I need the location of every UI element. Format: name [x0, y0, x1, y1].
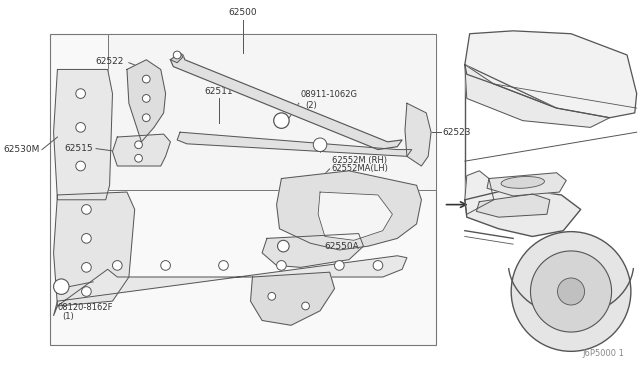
Polygon shape: [405, 103, 431, 166]
Circle shape: [278, 240, 289, 252]
Polygon shape: [262, 234, 364, 267]
Text: N: N: [278, 116, 285, 125]
Circle shape: [134, 141, 143, 149]
Polygon shape: [177, 132, 412, 156]
Circle shape: [276, 261, 286, 270]
Text: (1): (1): [62, 312, 74, 321]
Circle shape: [268, 292, 276, 300]
Circle shape: [76, 122, 86, 132]
Text: 62511: 62511: [204, 87, 233, 96]
Text: 62515: 62515: [65, 144, 93, 153]
Circle shape: [531, 251, 612, 332]
Circle shape: [173, 51, 181, 59]
Text: 62500: 62500: [228, 8, 257, 17]
Circle shape: [81, 205, 92, 214]
Text: (2): (2): [305, 101, 317, 110]
Circle shape: [134, 154, 143, 162]
Circle shape: [81, 287, 92, 296]
Text: 62552M (RH): 62552M (RH): [332, 156, 387, 165]
Polygon shape: [54, 70, 113, 200]
Text: 62523: 62523: [443, 128, 471, 137]
Circle shape: [54, 279, 69, 294]
Circle shape: [143, 114, 150, 122]
Polygon shape: [465, 171, 494, 214]
Polygon shape: [318, 192, 392, 240]
Circle shape: [81, 234, 92, 243]
Circle shape: [161, 261, 170, 270]
Polygon shape: [54, 256, 407, 315]
Circle shape: [143, 94, 150, 102]
Text: 08120-8162F: 08120-8162F: [58, 303, 113, 312]
Text: B: B: [59, 282, 64, 291]
Polygon shape: [487, 173, 566, 196]
Circle shape: [81, 263, 92, 272]
Bar: [50, 34, 436, 344]
Text: 08911-1062G: 08911-1062G: [301, 90, 358, 99]
Polygon shape: [170, 53, 402, 150]
Polygon shape: [276, 171, 421, 250]
Circle shape: [76, 89, 86, 99]
Polygon shape: [113, 134, 170, 166]
Polygon shape: [54, 192, 134, 306]
Circle shape: [113, 261, 122, 270]
Polygon shape: [170, 53, 183, 63]
Circle shape: [274, 113, 289, 128]
Text: J6P5000 1: J6P5000 1: [582, 349, 624, 358]
Polygon shape: [465, 31, 637, 118]
Ellipse shape: [501, 176, 545, 188]
Circle shape: [557, 278, 584, 305]
Circle shape: [219, 261, 228, 270]
Polygon shape: [476, 194, 550, 217]
Circle shape: [313, 138, 327, 151]
Polygon shape: [465, 65, 610, 127]
Circle shape: [511, 232, 631, 351]
Circle shape: [335, 261, 344, 270]
Text: 62522: 62522: [96, 57, 124, 66]
Polygon shape: [465, 188, 580, 237]
Polygon shape: [127, 60, 166, 142]
Circle shape: [301, 302, 309, 310]
Polygon shape: [250, 272, 335, 325]
Circle shape: [76, 161, 86, 171]
Circle shape: [143, 75, 150, 83]
Text: 62550A: 62550A: [325, 242, 360, 251]
Bar: [108, 34, 436, 190]
Circle shape: [373, 261, 383, 270]
Text: 62552MA(LH): 62552MA(LH): [332, 164, 388, 173]
Text: 62530M: 62530M: [4, 145, 40, 154]
